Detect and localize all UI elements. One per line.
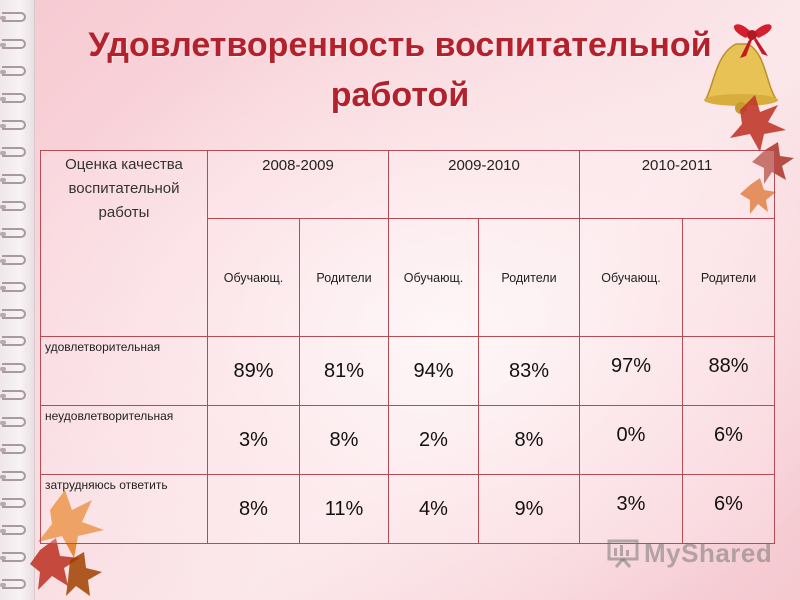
table-cell: 4% xyxy=(388,474,479,544)
binding-ring xyxy=(0,417,26,427)
row-label: неудовлетворительная xyxy=(40,405,208,475)
binding-ring xyxy=(0,282,26,292)
satisfaction-table: Оценка качества воспитательной работы 20… xyxy=(40,150,775,544)
binding-ring xyxy=(0,120,26,130)
table-cell: 9% xyxy=(478,474,580,544)
table-cell: 3% xyxy=(207,405,300,475)
table-row: затрудняюсь ответить 8% 11% 4% 9% 3% 6% xyxy=(40,474,775,544)
binding-ring xyxy=(0,471,26,481)
table-cell: 89% xyxy=(207,336,300,406)
table-cell: 88% xyxy=(682,336,775,406)
title-line-1: Удовлетворенность воспитательной xyxy=(88,26,712,64)
binding-ring xyxy=(0,336,26,346)
binding-ring xyxy=(0,255,26,265)
binding-ring xyxy=(0,201,26,211)
binding-ring xyxy=(0,525,26,535)
subheader-students: Обучающ. xyxy=(388,218,479,337)
watermark: MyShared xyxy=(606,536,772,570)
binding-ring xyxy=(0,93,26,103)
subheader-students: Обучающ. xyxy=(579,218,683,337)
subheader-students: Обучающ. xyxy=(207,218,300,337)
table-cell: 8% xyxy=(299,405,389,475)
table-row: неудовлетворительная 3% 8% 2% 8% 0% 6% xyxy=(40,405,775,475)
row-label: удовлетворительная xyxy=(40,336,208,406)
year-header: 2008-2009 xyxy=(207,150,389,219)
table-cell: 11% xyxy=(299,474,389,544)
table-cell: 83% xyxy=(478,336,580,406)
row-label: затрудняюсь ответить xyxy=(40,474,208,544)
subheader-parents: Родители xyxy=(682,218,775,337)
binding-ring xyxy=(0,444,26,454)
subheader-parents: Родители xyxy=(299,218,389,337)
binding-ring xyxy=(0,363,26,373)
binding-ring xyxy=(0,174,26,184)
table-row: удовлетворительная 89% 81% 94% 83% 97% 8… xyxy=(40,336,775,406)
title-line-2: работой xyxy=(330,76,470,114)
table-cell: 97% xyxy=(579,336,683,406)
binding-ring xyxy=(0,66,26,76)
binding-ring xyxy=(0,39,26,49)
subheader-parents: Родители xyxy=(478,218,580,337)
bell-decoration-icon xyxy=(704,24,778,114)
table-cell: 2% xyxy=(388,405,479,475)
table-cell: 3% xyxy=(579,474,683,544)
binding-ring xyxy=(0,579,26,589)
table-cell: 6% xyxy=(682,405,775,475)
notebook-binding xyxy=(0,0,35,600)
table-cell: 81% xyxy=(299,336,389,406)
corner-header: Оценка качества воспитательной работы xyxy=(40,150,208,337)
table-cell: 0% xyxy=(579,405,683,475)
binding-ring xyxy=(0,309,26,319)
binding-ring xyxy=(0,552,26,562)
year-header: 2010-2011 xyxy=(579,150,775,219)
presentation-board-icon xyxy=(607,539,639,568)
binding-ring xyxy=(0,390,26,400)
table-cell: 8% xyxy=(207,474,300,544)
slide-title: Удовлетворенность воспитательной работой xyxy=(40,20,760,120)
binding-ring xyxy=(0,147,26,157)
year-header: 2009-2010 xyxy=(388,150,580,219)
table-cell: 8% xyxy=(478,405,580,475)
binding-ring xyxy=(0,12,26,22)
table-cell: 6% xyxy=(682,474,775,544)
binding-ring xyxy=(0,228,26,238)
watermark-text: MyShared xyxy=(644,537,773,568)
binding-ring xyxy=(0,498,26,508)
table-cell: 94% xyxy=(388,336,479,406)
